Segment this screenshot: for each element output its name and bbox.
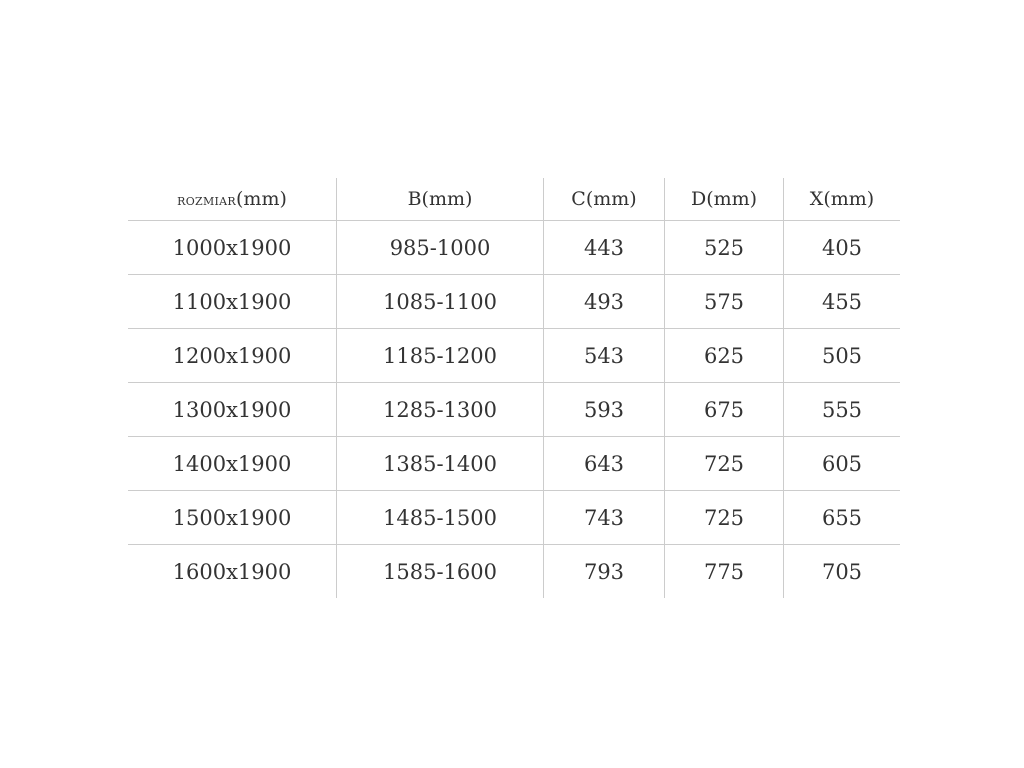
header-unit: (mm)	[421, 188, 473, 210]
table-cell: 455	[783, 274, 900, 329]
table-cell: 725	[664, 490, 784, 545]
table-cell: 985-1000	[336, 220, 544, 275]
table-cell: 625	[664, 328, 784, 383]
table-cell: 1585-1600	[336, 544, 544, 598]
table-cell: 405	[783, 220, 900, 275]
table-cell: 605	[783, 436, 900, 491]
table-cell: 493	[543, 274, 665, 329]
header-label: ROZMIAR	[177, 195, 237, 208]
table-cell: 525	[664, 220, 784, 275]
table-cell: 443	[543, 220, 665, 275]
header-unit: (mm)	[236, 188, 287, 210]
table-cell: 1285-1300	[336, 382, 544, 437]
table-row: 1600x1900 1585-1600 793 775 705	[128, 544, 900, 598]
table-cell: 505	[783, 328, 900, 383]
table-cell: 1485-1500	[336, 490, 544, 545]
table-cell: 1385-1400	[336, 436, 544, 491]
column-header: C(mm)	[543, 178, 665, 221]
table-cell: 775	[664, 544, 784, 598]
table-cell: 1100x1900	[128, 274, 337, 329]
table-cell: 1000x1900	[128, 220, 337, 275]
column-header: X(mm)	[783, 178, 900, 221]
table-cell: 1200x1900	[128, 328, 337, 383]
table-cell: 1185-1200	[336, 328, 544, 383]
table-cell: 1300x1900	[128, 382, 337, 437]
header-label: C	[571, 188, 586, 210]
table-cell: 593	[543, 382, 665, 437]
table-cell: 725	[664, 436, 784, 491]
table-cell: 643	[543, 436, 665, 491]
header-unit: (mm)	[585, 188, 637, 210]
column-header: ROZMIAR(mm)	[128, 178, 337, 221]
header-label: D	[690, 188, 707, 210]
dimensions-table: ROZMIAR(mm) B(mm) C(mm) D(mm) X(mm) 1000x190…	[128, 178, 900, 598]
table-cell: 1085-1100	[336, 274, 544, 329]
table-cell: 1500x1900	[128, 490, 337, 545]
column-header: B(mm)	[336, 178, 544, 221]
table-cell: 543	[543, 328, 665, 383]
table-cell: 675	[664, 382, 784, 437]
table-row: 1000x1900 985-1000 443 525 405	[128, 220, 900, 275]
table-row: 1300x1900 1285-1300 593 675 555	[128, 382, 900, 437]
table-cell: 705	[783, 544, 900, 598]
table-cell: 793	[543, 544, 665, 598]
table-cell: 1400x1900	[128, 436, 337, 491]
header-unit: (mm)	[706, 188, 758, 210]
header-unit: (mm)	[823, 188, 875, 210]
table-cell: 655	[783, 490, 900, 545]
header-label: X	[809, 188, 824, 210]
table-row: 1200x1900 1185-1200 543 625 505	[128, 328, 900, 383]
table-cell: 1600x1900	[172, 559, 292, 584]
header-row: ROZMIAR(mm) B(mm) C(mm) D(mm) X(mm)	[128, 178, 900, 221]
table-row: 1500x1900 1485-1500 743 725 655	[128, 490, 900, 545]
table-cell: 555	[783, 382, 900, 437]
table-row: 1400x1900 1385-1400 643 725 605	[128, 436, 900, 491]
table-cell: 743	[543, 490, 665, 545]
table-row: 1100x1900 1085-1100 493 575 455	[128, 274, 900, 329]
table-cell: 575	[664, 274, 784, 329]
column-header: D(mm)	[664, 178, 784, 221]
header-label: B	[407, 188, 422, 210]
